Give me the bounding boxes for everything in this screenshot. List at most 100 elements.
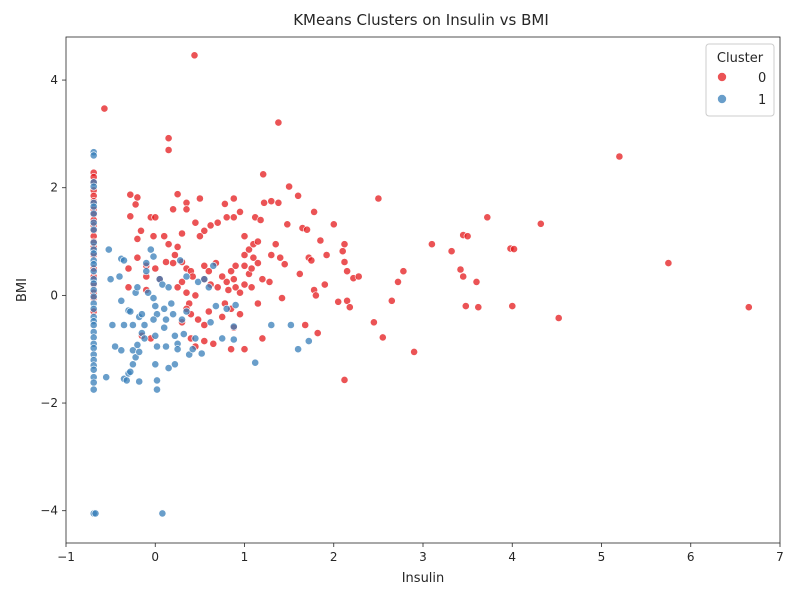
- point-cluster-1-88: [162, 342, 170, 351]
- point-cluster-0-23: [126, 212, 135, 221]
- point-cluster-0-107: [240, 345, 249, 354]
- point-cluster-1-95: [173, 345, 182, 354]
- point-cluster-1-65: [140, 321, 149, 329]
- point-cluster-1-31: [89, 365, 98, 374]
- point-cluster-0-175: [472, 277, 481, 286]
- legend-label-cluster-1: 1: [758, 93, 766, 108]
- x-axis: −1 0 1 2 3 4 5 6 7: [57, 543, 784, 564]
- point-cluster-1-23: [89, 321, 98, 329]
- point-cluster-0-115: [240, 232, 249, 241]
- point-cluster-0-98: [236, 288, 244, 297]
- point-cluster-0-25: [133, 193, 142, 202]
- point-cluster-1-110: [209, 261, 218, 270]
- point-cluster-1-79: [151, 360, 160, 369]
- point-cluster-1-60: [133, 283, 142, 292]
- point-cluster-0-126: [258, 275, 267, 284]
- point-cluster-1-1: [89, 151, 98, 160]
- point-cluster-1-118: [267, 321, 276, 329]
- point-cluster-0-69: [170, 251, 179, 259]
- point-cluster-1-106: [197, 349, 206, 358]
- point-cluster-0-173: [463, 232, 472, 241]
- point-cluster-0-145: [316, 236, 325, 245]
- point-cluster-1-114: [229, 335, 238, 344]
- point-cluster-0-117: [256, 216, 265, 224]
- point-cluster-0-61: [222, 213, 231, 222]
- point-cluster-1-82: [135, 377, 144, 386]
- point-cluster-0-128: [253, 299, 262, 308]
- point-cluster-1-68: [142, 259, 151, 267]
- point-cluster-0-79: [191, 291, 200, 300]
- point-cluster-0-97: [231, 283, 240, 292]
- point-cluster-0-48: [190, 51, 199, 60]
- point-cluster-1-119: [286, 321, 295, 329]
- point-cluster-1-47: [120, 321, 128, 329]
- point-cluster-1-117: [251, 358, 260, 367]
- point-cluster-0-76: [178, 277, 186, 286]
- point-cluster-1-115: [229, 322, 238, 331]
- point-cluster-1-90: [164, 283, 173, 292]
- point-cluster-0-104: [236, 310, 244, 319]
- point-cluster-0-158: [340, 375, 349, 384]
- point-cluster-0-121: [285, 182, 293, 191]
- point-cluster-1-18: [89, 292, 98, 301]
- point-cluster-0-108: [240, 280, 249, 289]
- point-cluster-1-27: [89, 344, 98, 352]
- point-cluster-0-184: [664, 259, 673, 267]
- point-cluster-0-174: [461, 302, 470, 310]
- point-cluster-1-113: [222, 304, 231, 313]
- point-cluster-0-65: [236, 207, 244, 216]
- point-cluster-0-66: [178, 229, 186, 238]
- point-cluster-0-102: [204, 307, 213, 316]
- point-cluster-1-17: [89, 286, 98, 294]
- point-cluster-1-40: [106, 275, 115, 284]
- point-cluster-0-122: [294, 191, 302, 200]
- point-cluster-1-42: [111, 342, 119, 351]
- point-cluster-1-64: [137, 310, 146, 319]
- y-axis: −4 −2 0 2 4: [40, 73, 66, 518]
- point-cluster-0-83: [194, 315, 202, 324]
- point-cluster-0-133: [276, 253, 285, 262]
- point-cluster-1-58: [128, 360, 137, 369]
- point-cluster-0-31: [160, 232, 169, 241]
- point-cluster-0-33: [133, 253, 142, 262]
- point-cluster-0-183: [615, 152, 624, 161]
- point-cluster-0-123: [249, 253, 258, 262]
- x-tick-label: 4: [508, 550, 516, 564]
- point-cluster-0-168: [427, 240, 436, 249]
- point-cluster-0-150: [329, 220, 338, 229]
- point-cluster-1-98: [178, 315, 186, 324]
- point-cluster-0-118: [260, 198, 268, 207]
- point-cluster-0-101: [218, 312, 227, 321]
- point-cluster-0-21: [100, 104, 109, 113]
- point-cluster-1-63: [135, 347, 144, 356]
- point-cluster-0-43: [200, 337, 209, 345]
- point-cluster-1-86: [162, 315, 170, 324]
- point-cluster-1-72: [149, 252, 158, 261]
- point-cluster-1-43: [115, 272, 124, 281]
- point-cluster-0-130: [267, 251, 276, 259]
- point-cluster-0-60: [213, 218, 222, 227]
- points-layer: [89, 51, 753, 518]
- point-cluster-0-71: [169, 259, 177, 267]
- legend: Cluster 0 1: [705, 43, 775, 117]
- point-cluster-1-5: [89, 202, 98, 211]
- x-axis-title: Insulin: [402, 571, 445, 586]
- point-cluster-1-14: [89, 267, 98, 276]
- point-cluster-1-92: [169, 310, 177, 319]
- y-tick-label: −4: [40, 504, 58, 518]
- point-cluster-1-85: [160, 304, 169, 313]
- point-cluster-0-70: [162, 258, 170, 266]
- point-cluster-1-52: [126, 367, 135, 376]
- point-cluster-1-71: [146, 245, 155, 254]
- point-cluster-1-20: [89, 304, 98, 313]
- point-cluster-1-38: [102, 373, 111, 382]
- point-cluster-0-144: [311, 291, 320, 300]
- point-cluster-0-163: [378, 333, 387, 342]
- y-tick-label: 2: [50, 181, 58, 195]
- point-cluster-1-89: [164, 364, 173, 372]
- plot-frame: [65, 36, 781, 544]
- point-cluster-0-35: [151, 264, 160, 273]
- point-cluster-0-26: [137, 226, 145, 235]
- point-cluster-0-24: [131, 200, 140, 209]
